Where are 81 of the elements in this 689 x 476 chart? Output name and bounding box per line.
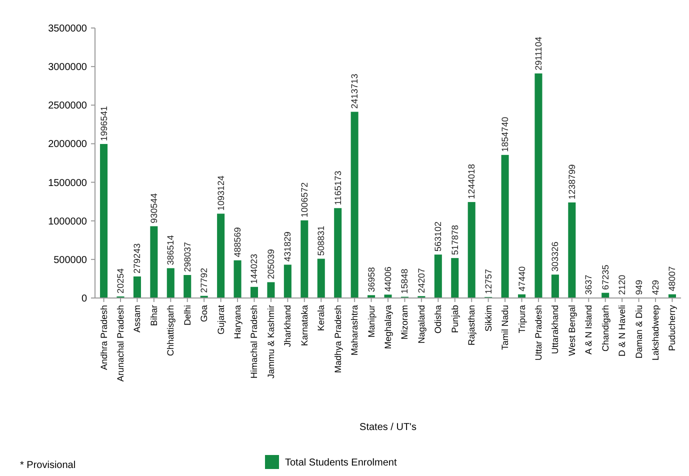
x-tick-label: Himachal Pradesh bbox=[249, 305, 260, 379]
x-tick-label: Madhya Pradesh bbox=[332, 305, 343, 374]
data-label: 15848 bbox=[400, 268, 410, 294]
x-tick-label: Goa bbox=[199, 305, 210, 322]
x-tick-label: Jharkhand bbox=[282, 305, 293, 348]
x-tick-label: Rajasthan bbox=[466, 305, 477, 346]
x-tick-label: Puducherry bbox=[667, 304, 678, 352]
x-tick-label: Tripura bbox=[516, 305, 527, 334]
x-tick-label: Uttar Pradesh bbox=[533, 305, 544, 361]
data-label: 36958 bbox=[366, 267, 376, 292]
x-tick-label: Chhattisgarh bbox=[166, 305, 176, 356]
y-tick-label: 0 bbox=[81, 294, 88, 304]
x-tick-label: Chandigarh bbox=[600, 305, 610, 352]
y-tick-label: 2500000 bbox=[48, 100, 88, 112]
data-label: 48007 bbox=[667, 266, 678, 292]
x-tick-label: Maharashtra bbox=[350, 305, 360, 356]
x-tick-label: Tamil Nadu bbox=[500, 305, 510, 350]
x-tick-label: Uttarakhand bbox=[550, 305, 560, 354]
x-tick-label: Lakshadweep bbox=[650, 305, 661, 361]
x-tick-label: Jammu & Kashmir bbox=[266, 305, 276, 379]
x-tick-label: Nagaland bbox=[416, 305, 426, 344]
x-tick-label: Sikkim bbox=[483, 305, 494, 332]
x-tick-label: Gujarat bbox=[216, 304, 226, 335]
x-tick-label: West Bengal bbox=[566, 305, 577, 356]
data-label: 20254 bbox=[115, 268, 126, 294]
x-tick-label: Delhi bbox=[182, 305, 192, 326]
data-label: 47440 bbox=[516, 266, 527, 292]
data-label: 2413713 bbox=[350, 74, 360, 109]
data-label: 303326 bbox=[550, 242, 560, 272]
y-tick-label: 1000000 bbox=[48, 216, 88, 228]
x-tick-label: Assam bbox=[132, 305, 142, 333]
data-label: 44006 bbox=[383, 266, 393, 292]
data-label: 144023 bbox=[249, 254, 260, 284]
text: * Provisional bbox=[20, 460, 76, 471]
x-tick-label: Andhra Pradesh bbox=[98, 305, 109, 370]
x-tick-label: Punjab bbox=[450, 305, 460, 334]
data-label: 930544 bbox=[148, 193, 159, 224]
data-label: 386514 bbox=[166, 235, 176, 266]
data-label: 949 bbox=[634, 280, 644, 295]
y-tick-label: 2000000 bbox=[48, 139, 88, 150]
data-label: 24207 bbox=[416, 268, 426, 294]
x-axis-title: States / UT's bbox=[360, 422, 416, 433]
y-tick-label: 1500000 bbox=[48, 178, 88, 189]
data-label: 1244018 bbox=[466, 164, 477, 200]
x-tick-label: Mizoram bbox=[400, 305, 410, 340]
x-tick-label: Bihar bbox=[148, 305, 159, 326]
x-tick-label: D & N Haveli bbox=[617, 305, 628, 357]
y-tick-label: 3500000 bbox=[48, 24, 88, 34]
data-label: 1238799 bbox=[566, 164, 577, 200]
x-tick-label: Daman & Diu bbox=[634, 305, 644, 359]
data-label: 563102 bbox=[433, 222, 444, 252]
x-tick-label: Haryana bbox=[232, 305, 243, 340]
data-label: 1996541 bbox=[98, 106, 109, 141]
x-tick-label: Meghalaya bbox=[383, 305, 393, 350]
data-label: 508831 bbox=[316, 226, 326, 256]
data-label: 1093124 bbox=[216, 176, 226, 211]
data-label: 3637 bbox=[584, 274, 594, 295]
x-tick-label: Karnataka bbox=[299, 305, 310, 346]
data-label: 1165173 bbox=[332, 170, 343, 206]
data-label: 1854740 bbox=[500, 116, 510, 152]
data-label: 517878 bbox=[450, 225, 460, 256]
data-label: 205039 bbox=[266, 249, 276, 280]
data-label: 1006572 bbox=[299, 182, 310, 218]
data-label: 298037 bbox=[182, 242, 192, 272]
data-label: 431829 bbox=[282, 232, 293, 262]
x-tick-label: Kerala bbox=[316, 305, 326, 332]
y-tick-label: 500000 bbox=[54, 254, 88, 266]
data-label: 2120 bbox=[617, 274, 628, 295]
x-tick-label: Odisha bbox=[433, 305, 444, 334]
data-label: 27792 bbox=[199, 268, 210, 293]
legend-label: Total Students Enrolment bbox=[285, 458, 397, 468]
data-label: 429 bbox=[650, 280, 661, 295]
data-label: 2911104 bbox=[533, 36, 544, 70]
data-label: 279243 bbox=[132, 243, 142, 274]
x-tick-label: Arunachal Pradesh bbox=[115, 305, 126, 382]
y-tick-label: 3000000 bbox=[48, 62, 88, 74]
data-label: 12757 bbox=[483, 268, 494, 294]
data-label: 488569 bbox=[232, 227, 243, 258]
x-tick-label: A & N Island bbox=[584, 305, 594, 355]
x-tick-label: Manipur bbox=[366, 305, 376, 338]
data-label: 67235 bbox=[600, 264, 610, 290]
